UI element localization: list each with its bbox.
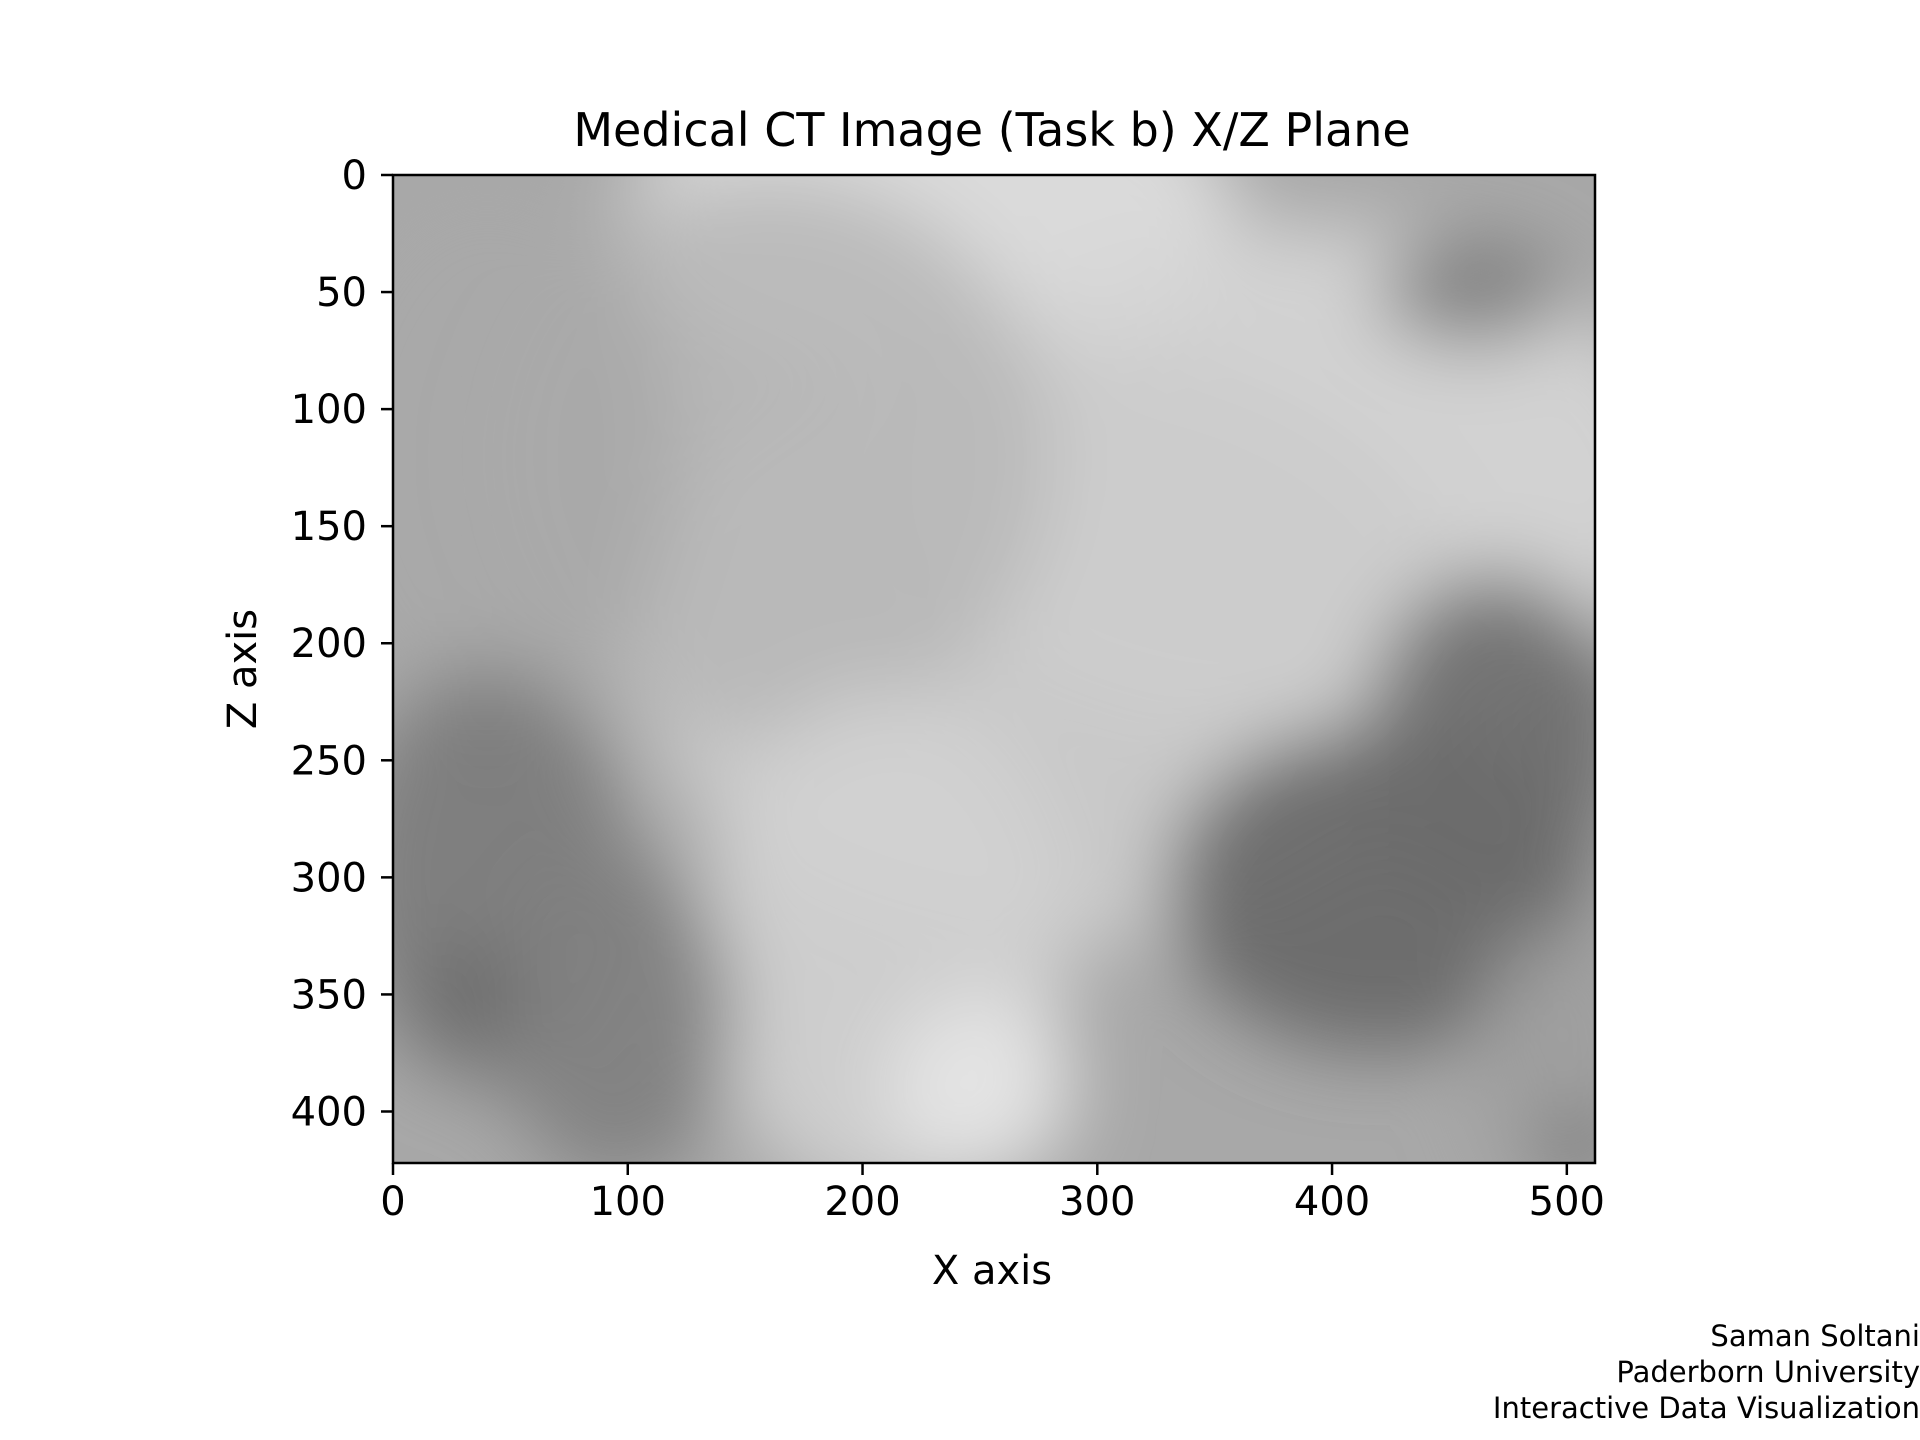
y-axis: 0 50 100 150 200 250 300 350 400 — [291, 153, 393, 1135]
y-tick-label: 300 — [291, 855, 367, 901]
plot-frame — [391, 173, 1597, 1165]
ct-intensity-region — [432, 952, 518, 1037]
y-tick-label: 350 — [291, 972, 367, 1018]
x-axis-label: X axis — [932, 1248, 1052, 1294]
y-tick-label: 0 — [342, 153, 367, 199]
credit-affiliation: Paderborn University — [1616, 1355, 1920, 1389]
x-tick-label: 500 — [1529, 1179, 1605, 1225]
y-tick-label: 50 — [316, 270, 367, 316]
ct-image — [393, 175, 1595, 1163]
y-tick-label: 200 — [291, 621, 367, 667]
x-tick-label: 0 — [380, 1179, 405, 1225]
ct-intensity-region — [1550, 1113, 1595, 1163]
ct-intensity-region — [498, 854, 734, 1163]
y-tick-label: 100 — [291, 387, 367, 433]
credit-course: Interactive Data Visualization — [1492, 1391, 1920, 1425]
x-tick-label: 100 — [590, 1179, 666, 1225]
ct-intensity-region — [1367, 573, 1595, 901]
x-tick-label: 400 — [1294, 1179, 1370, 1225]
credits: Saman Soltani Paderborn University Inter… — [1493, 1318, 1920, 1426]
y-tick-label: 250 — [291, 738, 367, 784]
x-axis: 0 100 200 300 400 500 — [380, 1163, 1605, 1225]
ct-intensity-region — [393, 175, 675, 737]
y-tick-label: 150 — [291, 504, 367, 550]
x-tick-label: 200 — [824, 1179, 900, 1225]
credit-author: Saman Soltani — [1710, 1319, 1920, 1353]
y-tick-label: 400 — [291, 1089, 367, 1135]
x-tick-label: 300 — [1059, 1179, 1135, 1225]
ct-intensity-region — [1379, 240, 1567, 344]
ct-intensity-region — [1472, 924, 1595, 1163]
ct-intensity-region — [886, 994, 1074, 1163]
y-axis-label: Z axis — [220, 609, 266, 729]
chart-title: Medical CT Image (Task b) X/Z Plane — [573, 103, 1410, 157]
